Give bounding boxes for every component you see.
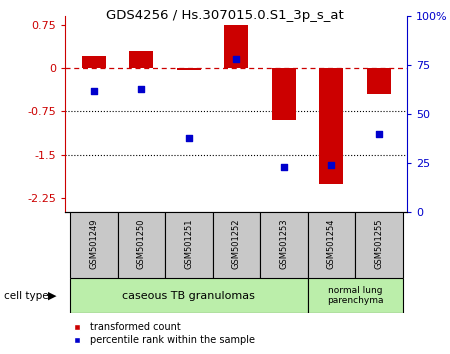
Point: [280, 164, 288, 170]
Text: GSM501250: GSM501250: [137, 218, 146, 269]
Text: GSM501254: GSM501254: [327, 218, 336, 269]
Bar: [272, 68, 296, 120]
Point: [328, 162, 335, 168]
Text: ▶: ▶: [48, 291, 56, 301]
Point: [233, 56, 240, 62]
Bar: [70, 212, 117, 278]
Point: [138, 86, 145, 91]
Bar: [165, 212, 212, 278]
Bar: [225, 24, 248, 68]
Point: [90, 88, 97, 93]
Point: [375, 131, 382, 137]
Text: GSM501249: GSM501249: [89, 218, 98, 269]
Bar: [177, 68, 201, 70]
Text: GSM501253: GSM501253: [279, 218, 288, 269]
Bar: [320, 68, 343, 183]
Bar: [212, 212, 260, 278]
Text: caseous TB granulomas: caseous TB granulomas: [122, 291, 255, 301]
Bar: [307, 278, 402, 313]
Text: GSM501255: GSM501255: [374, 218, 383, 269]
Text: cell type: cell type: [4, 291, 49, 301]
Bar: [260, 212, 307, 278]
Bar: [130, 51, 153, 68]
Text: GSM501251: GSM501251: [184, 218, 193, 269]
Bar: [117, 212, 165, 278]
Bar: [355, 212, 402, 278]
Legend: transformed count, percentile rank within the sample: transformed count, percentile rank withi…: [63, 319, 258, 349]
Bar: [307, 212, 355, 278]
Bar: [82, 56, 106, 68]
Bar: [70, 278, 307, 313]
Bar: [367, 68, 391, 94]
Text: GDS4256 / Hs.307015.0.S1_3p_s_at: GDS4256 / Hs.307015.0.S1_3p_s_at: [106, 9, 344, 22]
Text: GSM501252: GSM501252: [232, 218, 241, 269]
Text: normal lung
parenchyma: normal lung parenchyma: [327, 286, 383, 305]
Point: [185, 135, 192, 141]
